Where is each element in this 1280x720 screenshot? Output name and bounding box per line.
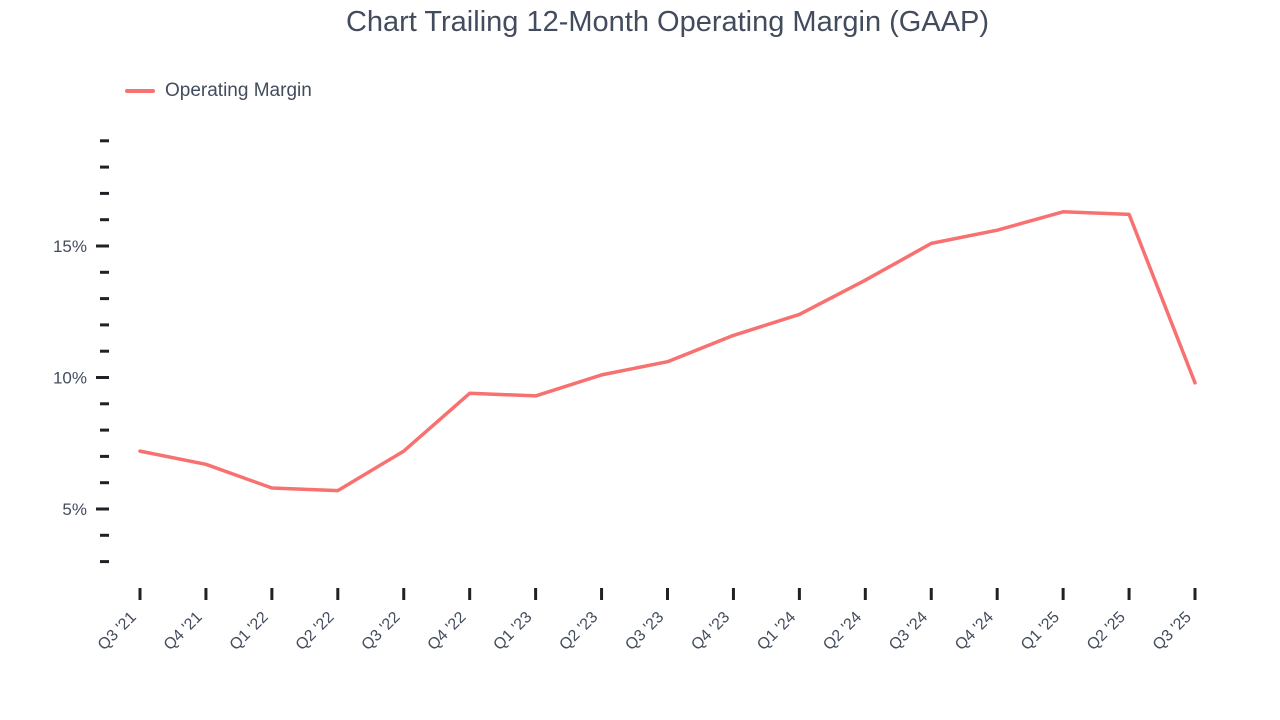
y-axis-ticks [96,139,109,564]
x-axis-tick-label: Q1 '23 [490,609,535,654]
x-axis-tick-label: Q4 '24 [952,609,997,654]
series-line-operating-margin [138,210,1197,493]
x-axis-tick-label: Q2 '25 [1084,609,1129,654]
y-axis-labels: 5% 10% 15% [53,237,87,519]
x-axis-tick-label: Q1 '24 [754,609,799,654]
chart-title: Chart Trailing 12-Month Operating Margin… [345,6,990,38]
y-axis-tick-label: 10% [53,369,87,388]
x-axis-tick-label: Q1 '22 [227,609,272,654]
x-axis-tick-label: Q4 '21 [161,609,206,654]
x-axis-tick-label: Q4 '22 [425,609,470,654]
x-axis-tick-label: Q3 '23 [622,609,667,654]
x-axis-ticks [138,588,1197,600]
x-axis-labels: Q3 '21 Q4 '21 Q1 '22 Q2 '22 Q3 '22 Q4 '22 Q1 '… [95,609,1195,654]
legend-item-operating-margin[interactable]: Operating Margin [125,80,312,102]
x-axis-tick-label: Q3 '21 [95,609,140,654]
x-axis-tick-label: Q2 '23 [556,609,601,654]
legend: Operating Margin [125,80,312,102]
y-axis-tick-label: 5% [62,500,87,519]
x-axis-tick-label: Q2 '22 [293,609,338,654]
x-axis-tick-label: Q1 '25 [1018,609,1063,654]
y-axis-tick-label: 15% [53,237,87,256]
x-axis-tick-label: Q3 '24 [886,609,931,654]
x-axis-tick-label: Q3 '22 [359,609,404,654]
legend-line-swatch-icon [125,89,155,93]
legend-label: Operating Margin [165,80,312,101]
x-axis-tick-label: Q4 '23 [688,609,733,654]
x-axis-tick-label: Q2 '24 [820,609,865,654]
x-axis-tick-label: Q3 '25 [1150,609,1195,654]
